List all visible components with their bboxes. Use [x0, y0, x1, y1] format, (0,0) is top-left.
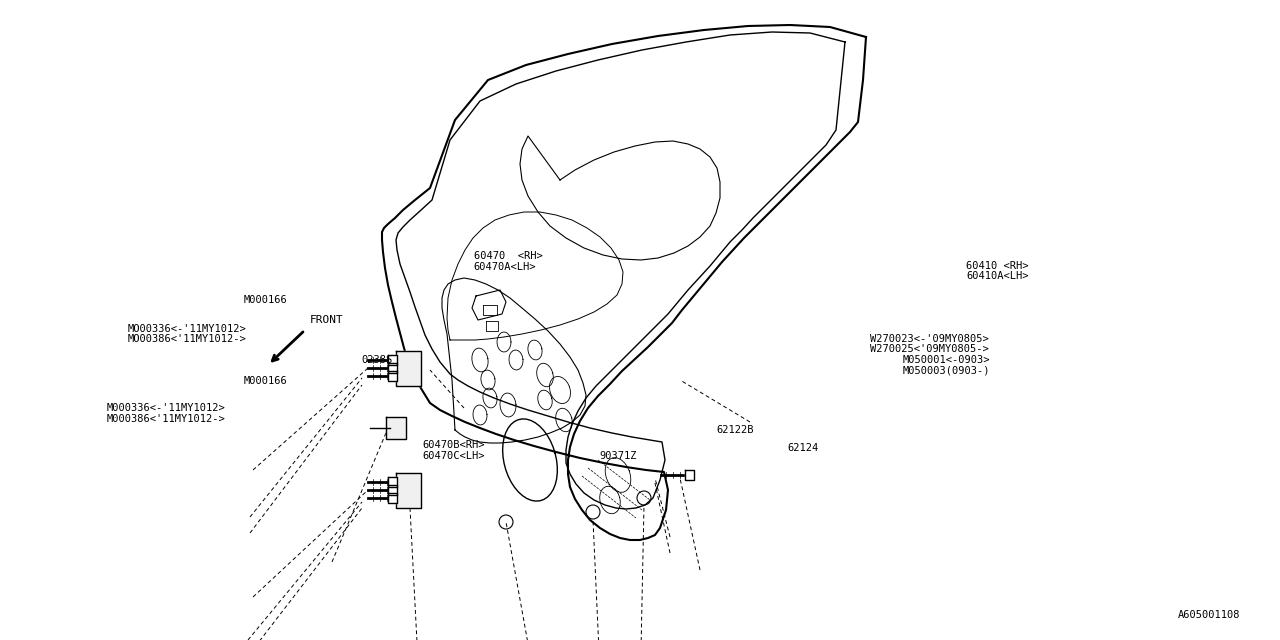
Polygon shape: [685, 470, 694, 480]
Text: 90371Z: 90371Z: [599, 451, 636, 461]
Text: M000166: M000166: [243, 294, 287, 305]
Polygon shape: [388, 477, 397, 487]
Text: M000336<-'11MY1012>: M000336<-'11MY1012>: [106, 403, 225, 413]
Polygon shape: [381, 25, 867, 540]
Text: 60470A<LH>: 60470A<LH>: [474, 262, 536, 272]
Text: M050003(0903-): M050003(0903-): [902, 365, 989, 376]
Polygon shape: [388, 363, 397, 373]
Text: M050001<-0903>: M050001<-0903>: [902, 355, 989, 365]
Text: M000166: M000166: [243, 376, 287, 386]
Polygon shape: [396, 351, 421, 385]
Text: W270025<'09MY0805->: W270025<'09MY0805->: [870, 344, 989, 355]
Text: 60410 <RH>: 60410 <RH>: [966, 260, 1029, 271]
Text: 60470B<RH>: 60470B<RH>: [422, 440, 485, 450]
Polygon shape: [388, 355, 397, 365]
Polygon shape: [388, 493, 397, 503]
Text: 60410A<LH>: 60410A<LH>: [966, 271, 1029, 282]
Text: MO00336<-'11MY1012>: MO00336<-'11MY1012>: [128, 324, 247, 334]
Text: MO00386<'11MY1012->: MO00386<'11MY1012->: [128, 334, 247, 344]
Polygon shape: [396, 472, 421, 508]
Text: 60470  <RH>: 60470 <RH>: [474, 251, 543, 261]
Text: 62122B: 62122B: [717, 425, 754, 435]
Text: 0238S: 0238S: [361, 355, 392, 365]
Polygon shape: [388, 371, 397, 381]
Text: W270023<-'09MY0805>: W270023<-'09MY0805>: [870, 334, 989, 344]
Text: A605001108: A605001108: [1178, 610, 1240, 620]
Polygon shape: [388, 485, 397, 495]
Polygon shape: [387, 417, 406, 439]
Text: M000386<'11MY1012->: M000386<'11MY1012->: [106, 413, 225, 424]
Text: FRONT: FRONT: [310, 315, 344, 325]
Text: 60470C<LH>: 60470C<LH>: [422, 451, 485, 461]
Text: 62124: 62124: [787, 443, 818, 453]
